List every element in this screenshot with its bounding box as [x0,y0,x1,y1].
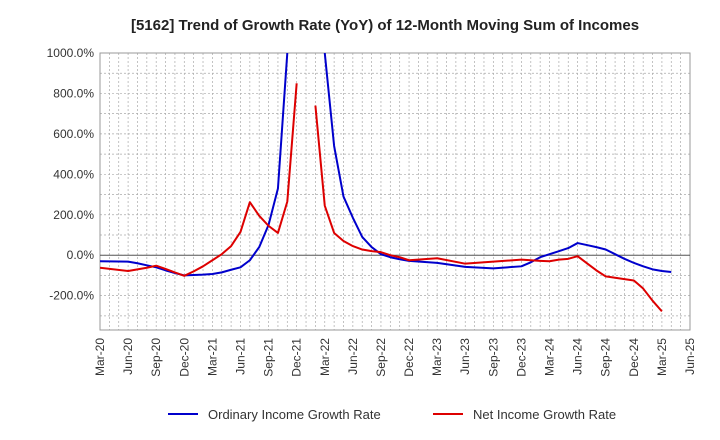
x-tick-label: Sep-23 [486,338,500,377]
x-tick-label: Jun-25 [683,338,697,375]
x-tick-label: Sep-22 [374,338,388,377]
y-tick-label: 800.0% [53,86,94,100]
y-tick-label: 0.0% [67,248,95,262]
x-tick-label: Jun-21 [233,338,247,375]
series-line-net-income [100,83,663,313]
y-tick-label: 400.0% [53,167,94,181]
x-tick-label: Mar-21 [205,338,219,376]
x-tick-label: Mar-24 [543,338,557,376]
x-tick-label: Sep-21 [262,338,276,377]
x-tick-label: Sep-20 [149,338,163,377]
x-tick-label: Jun-20 [121,338,135,375]
legend-label: Net Income Growth Rate [473,407,616,422]
x-tick-label: Jun-24 [571,338,585,375]
y-axis: 1000.0% 800.0% 600.0% 400.0% 200.0% 0.0% -200.… [47,46,95,303]
y-tick-label: 1000.0% [47,46,95,60]
x-tick-label: Dec-22 [402,338,416,377]
plot-frame [99,52,691,331]
x-tick-label: Mar-25 [655,338,669,376]
y-tick-label: 200.0% [53,208,94,222]
x-tick-label: Sep-24 [599,338,613,377]
x-tick-label: Mar-23 [430,338,444,376]
x-tick-label: Jun-23 [458,338,472,375]
x-tick-label: Mar-20 [93,338,107,376]
x-tick-label: Dec-21 [290,338,304,377]
series-group [100,53,672,313]
legend: Ordinary Income Growth Rate Net Income Gr… [168,407,616,422]
legend-label: Ordinary Income Growth Rate [208,407,381,422]
grid-lines [99,52,691,330]
chart-title: [5162] Trend of Growth Rate (YoY) of 12-… [131,17,639,34]
series-line-ordinary-income [100,53,672,277]
x-tick-label: Dec-23 [514,338,528,377]
x-tick-label: Jun-22 [346,338,360,375]
y-tick-label: 600.0% [53,127,94,141]
x-axis: Mar-20 Jun-20 Sep-20 Dec-20 Mar-21 Jun-21 Sep-… [93,338,697,377]
x-tick-label: Dec-24 [627,338,641,377]
x-tick-label: Mar-22 [318,338,332,376]
y-tick-label: -200.0% [49,289,94,303]
x-tick-label: Dec-20 [177,338,191,377]
